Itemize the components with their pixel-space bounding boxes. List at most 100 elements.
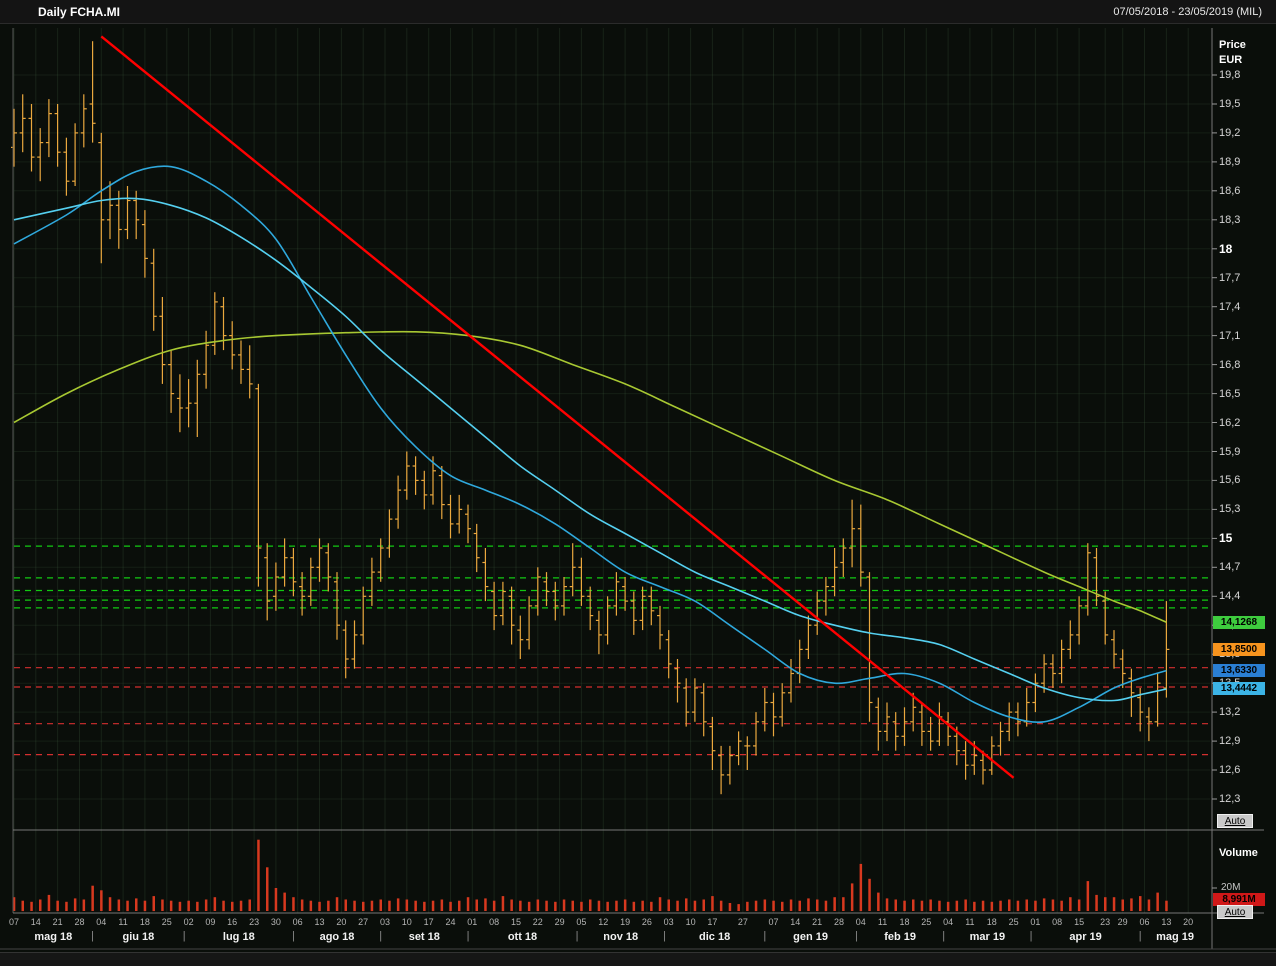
month-separator: | [575,930,579,942]
price-tick-label: 19,8 [1219,69,1241,81]
price-tick-label: 19,2 [1219,126,1241,139]
month-separator: | [91,930,95,942]
time-tick-label: 03 [663,917,674,927]
volume-pane-label: Volume [1219,847,1258,859]
time-tick-label: 26 [641,917,652,927]
time-tick-label: 07 [8,917,20,927]
price-tick-label: 14,4 [1219,590,1241,603]
time-tick-label: 28 [833,917,845,927]
chart-title: Daily FCHA.MI [38,4,121,19]
price-tick-label: 17,1 [1219,329,1241,342]
time-tick-label: 15 [510,917,522,927]
month-label: set 18 [408,931,440,943]
month-separator: | [466,930,470,942]
month-label: ott 18 [507,931,538,943]
month-label: giu 18 [122,931,155,943]
time-tick-label: 20 [1183,917,1194,927]
month-separator: | [662,930,666,942]
time-tick-label: 19 [620,917,631,927]
month-separator: | [1138,930,1142,942]
price-auto-button[interactable]: Auto [1217,814,1253,828]
price-tick-label: 15,6 [1219,474,1241,487]
price-tick-label: 17,4 [1219,300,1241,313]
time-tick-label: 04 [855,917,866,927]
price-tick-label: 18,6 [1219,184,1241,197]
time-tick-label: 29 [554,917,565,927]
month-label: ago 18 [319,931,355,943]
volume-bars [12,839,1168,912]
price-tick-label: 15,3 [1219,503,1241,516]
time-tick-label: 06 [1139,917,1150,927]
time-tick-label: 18 [899,917,910,927]
ma-200-line [13,330,1167,624]
month-label: gen 19 [793,931,829,943]
date-range-label: 07/05/2018 - 23/05/2019 (MIL) [1113,5,1262,18]
time-tick-label: 12 [598,917,609,927]
time-tick-label: 21 [812,917,823,927]
title-bar[interactable]: Daily FCHA.MI 07/05/2018 - 23/05/2019 (M… [0,0,1276,24]
time-tick-label: 03 [379,917,391,927]
time-tick-label: 11 [877,917,888,927]
time-tick-label: 25 [161,917,172,927]
month-separator: | [854,930,858,942]
time-tick-label: 14 [790,917,801,927]
time-tick-label: 25 [921,917,932,927]
time-tick-label: 27 [358,917,369,927]
time-tick-label: 10 [685,917,696,927]
price-tick-label: 19,5 [1219,98,1241,110]
time-tick-label: 06 [292,917,303,927]
month-separator: | [942,930,946,942]
price-tick-label: 18,3 [1219,213,1241,226]
time-tick-label: 11 [965,917,975,927]
time-tick-label: 25 [1008,917,1019,927]
price-tick-label: 15,9 [1219,445,1241,458]
volume-auto-button[interactable]: Auto [1217,905,1253,919]
month-label: mar 19 [969,931,1006,943]
time-tick-label: 15 [1074,917,1085,927]
price-axis-unit: Price EUR [1219,38,1246,68]
time-tick-label: 01 [1030,917,1041,927]
volume-tick-label: 20M [1221,882,1241,893]
month-separator: | [291,930,295,942]
price-tick-label: 13,2 [1219,706,1241,719]
time-tick-label: 17 [707,917,718,927]
time-tick-label: 11 [118,917,128,927]
time-tick-label: 21 [52,917,63,927]
price-tick-label: 16,2 [1219,416,1241,429]
month-separator: | [182,930,186,942]
time-tick-label: 17 [423,917,434,927]
ohlc-bars [11,41,1170,795]
time-tick-label: 14 [30,917,41,927]
month-label: mag 19 [1156,931,1195,943]
price-tick-label: 18,9 [1219,155,1241,168]
time-tick-label: 23 [249,917,260,927]
price-tick-label: 14,7 [1219,561,1241,574]
month-separator: | [1029,930,1033,942]
price-tick-label: 12,3 [1219,793,1241,805]
price-tick-label: 17,7 [1219,271,1241,284]
month-separator: | [379,930,383,942]
month-label: mag 18 [34,931,73,943]
time-tick-label: 05 [576,917,587,927]
ma-blue-value-badge: 13,6330 [1213,663,1265,677]
time-tick-label: 13 [1161,917,1172,927]
ma-green-value-badge: 14,1268 [1213,616,1265,630]
time-tick-label: 10 [401,917,412,927]
trendline[interactable] [100,35,1015,779]
time-tick-label: 20 [336,917,347,927]
price-tick-label: 16,8 [1219,358,1241,371]
time-tick-label: 02 [183,917,194,927]
month-label: lug 18 [222,931,255,943]
time-tick-label: 30 [270,917,281,927]
time-tick-label: 29 [1117,917,1128,927]
price-tick-label: 16,5 [1219,387,1241,400]
price-tick-label: 18 [1219,241,1233,256]
month-label: dic 18 [699,931,731,943]
time-tick-label: 22 [532,917,543,927]
time-tick-label: 18 [986,917,997,927]
month-label: nov 18 [603,931,639,943]
time-tick-label: 23 [1100,917,1111,927]
currency-label: EUR [1219,54,1243,66]
